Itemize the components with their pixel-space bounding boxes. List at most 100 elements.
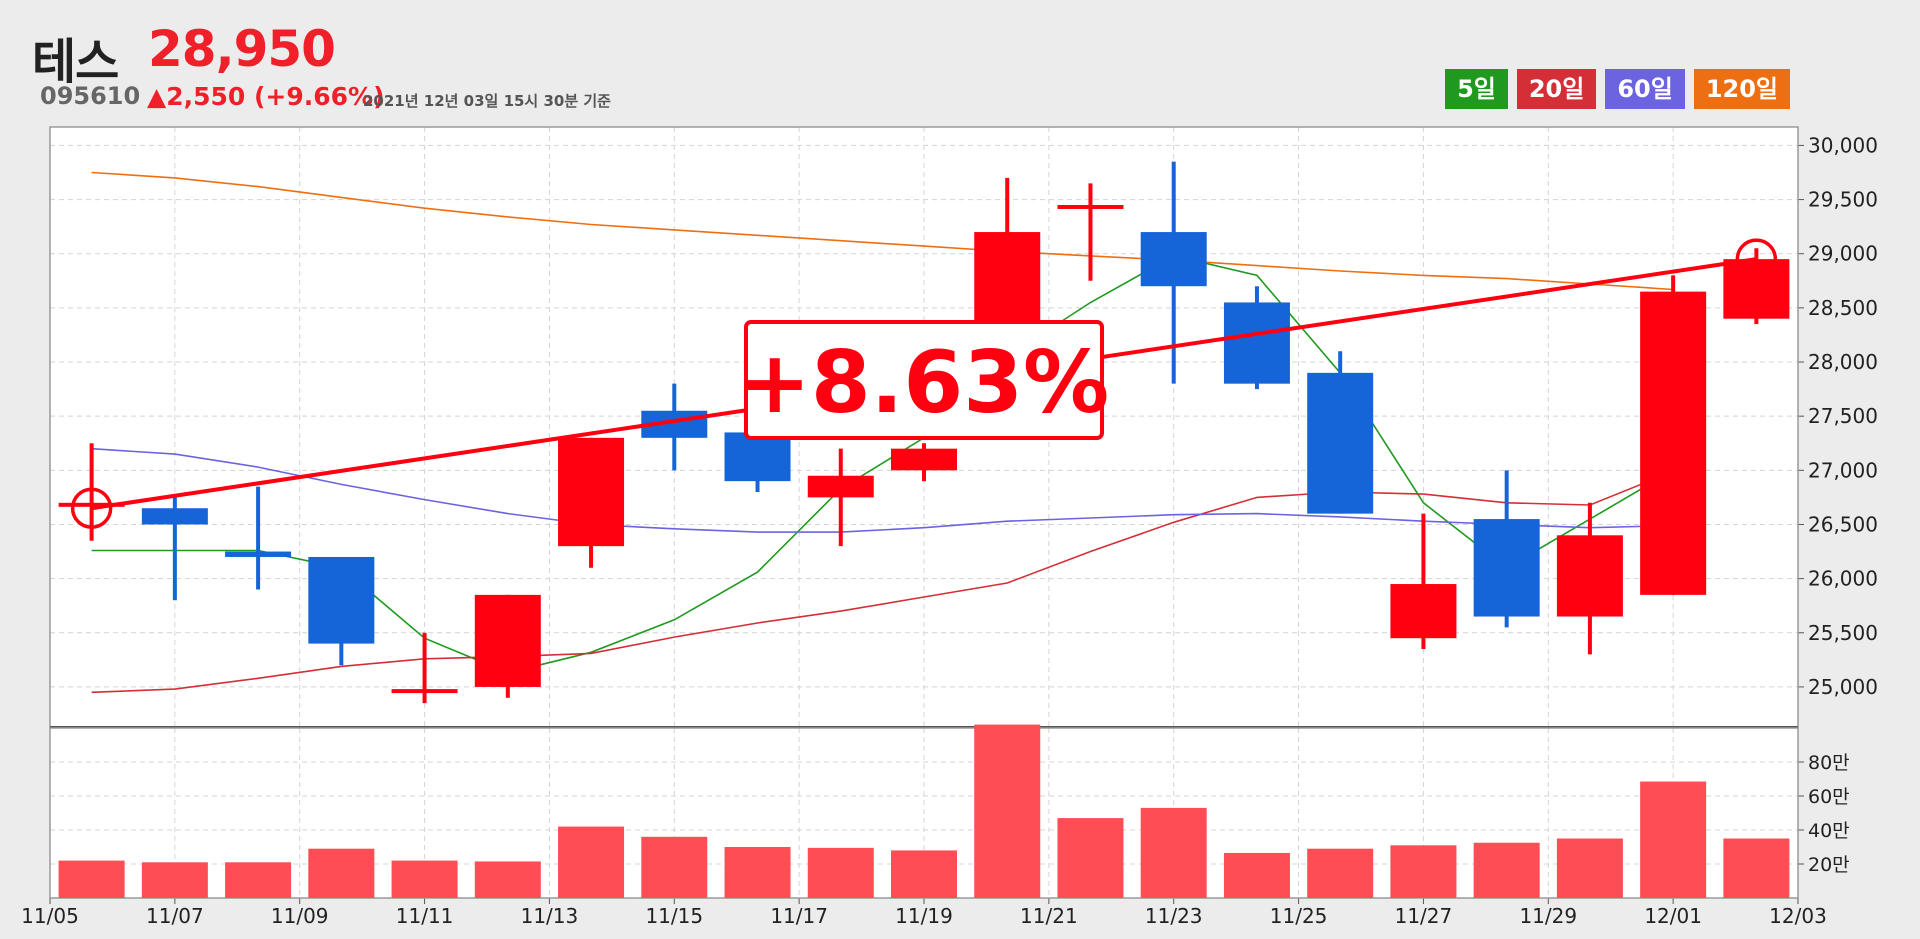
volume-bar bbox=[474, 861, 541, 898]
candle-body bbox=[225, 551, 292, 557]
x-tick-label: 11/17 bbox=[770, 904, 828, 928]
volume-bar bbox=[641, 836, 708, 898]
ma60-toggle[interactable]: 60일 bbox=[1605, 69, 1685, 109]
volume-bar bbox=[1223, 852, 1290, 898]
y-tick-label: 27,500 bbox=[1808, 404, 1878, 428]
trend-end-marker bbox=[1735, 238, 1778, 280]
volume-bar bbox=[391, 860, 458, 898]
moving-average-line bbox=[91, 171, 1674, 291]
x-tick-label: 12/03 bbox=[1769, 904, 1827, 928]
y-tick-label: 29,000 bbox=[1808, 242, 1878, 266]
candle bbox=[1057, 183, 1124, 281]
candle bbox=[391, 632, 458, 704]
volume-bar bbox=[58, 860, 125, 898]
candle-body bbox=[1473, 519, 1540, 617]
candle bbox=[1390, 513, 1457, 650]
x-tick-label: 11/19 bbox=[895, 904, 953, 928]
volume-bar bbox=[308, 848, 375, 898]
moving-average-legend: 5일 20일 60일 120일 bbox=[1445, 69, 1790, 109]
annotation-box bbox=[744, 320, 1104, 440]
volume-tick-label: 40만 bbox=[1808, 820, 1850, 842]
candle bbox=[974, 177, 1041, 330]
volume-bar bbox=[1307, 848, 1374, 898]
y-tick-label: 25,000 bbox=[1808, 675, 1878, 699]
x-tick-label: 11/09 bbox=[271, 904, 329, 928]
candle-body bbox=[58, 502, 125, 507]
ma20-toggle[interactable]: 20일 bbox=[1516, 69, 1597, 109]
candle-body bbox=[1057, 204, 1124, 209]
candle-body bbox=[1140, 232, 1207, 287]
y-tick-label: 28,500 bbox=[1808, 296, 1878, 320]
candle bbox=[308, 556, 375, 666]
ma120-toggle[interactable]: 120일 bbox=[1693, 69, 1790, 109]
stock-header: 테스 28,950 095610 ▲2,550 (+9.66%) 2021년 1… bbox=[0, 0, 1920, 120]
candle-body bbox=[141, 508, 208, 525]
candle bbox=[225, 486, 292, 590]
x-tick-label: 12/01 bbox=[1644, 904, 1702, 928]
candle-body bbox=[891, 448, 957, 471]
change-annotation: +8.63% bbox=[739, 320, 1109, 440]
candle bbox=[1556, 502, 1623, 655]
candle bbox=[1307, 351, 1374, 514]
candle bbox=[1140, 161, 1207, 384]
candle bbox=[474, 594, 541, 698]
x-tick-label: 11/27 bbox=[1395, 904, 1453, 928]
y-tick-label: 28,000 bbox=[1808, 350, 1878, 374]
candle bbox=[724, 432, 791, 492]
candle bbox=[891, 443, 957, 482]
candle-body bbox=[1390, 584, 1457, 639]
y-tick-label: 25,500 bbox=[1808, 621, 1878, 645]
candle-body bbox=[1307, 372, 1374, 514]
volume-tick-label: 60만 bbox=[1808, 786, 1850, 808]
volume-tick-label: 20만 bbox=[1808, 854, 1850, 876]
volume-bar bbox=[1140, 807, 1207, 898]
stock-price: 28,950 bbox=[148, 20, 336, 78]
stock-code: 095610 bbox=[40, 82, 141, 110]
x-tick-label: 11/07 bbox=[146, 904, 204, 928]
candle bbox=[641, 383, 708, 471]
candle-body bbox=[1556, 535, 1623, 617]
volume-bar bbox=[891, 850, 957, 898]
volume-bar bbox=[1640, 781, 1707, 898]
candle bbox=[1223, 286, 1290, 390]
volume-bar bbox=[1723, 838, 1790, 898]
candle-body bbox=[1723, 259, 1790, 319]
candle-body bbox=[1640, 291, 1707, 595]
candle bbox=[558, 437, 625, 568]
candle bbox=[1473, 470, 1540, 628]
x-tick-label: 11/25 bbox=[1270, 904, 1328, 928]
volume-bar bbox=[807, 847, 874, 898]
y-tick-label: 30,000 bbox=[1808, 133, 1878, 157]
y-tick-label: 27,000 bbox=[1808, 458, 1878, 482]
x-tick-label: 11/15 bbox=[645, 904, 703, 928]
candle-body bbox=[391, 689, 458, 694]
volume-bar bbox=[225, 862, 292, 898]
volume-bar bbox=[724, 847, 791, 898]
volume-bar bbox=[1390, 845, 1457, 898]
candle bbox=[1640, 275, 1707, 595]
x-tick-label: 11/21 bbox=[1020, 904, 1078, 928]
volume-bar bbox=[558, 826, 625, 898]
trend-start-marker bbox=[70, 487, 113, 529]
moving-average-line bbox=[91, 470, 1674, 694]
price-change: ▲2,550 (+9.66%) bbox=[147, 82, 385, 111]
candle-body bbox=[724, 432, 791, 482]
candle bbox=[141, 497, 208, 601]
x-tick-label: 11/29 bbox=[1519, 904, 1577, 928]
candle-body bbox=[807, 475, 874, 498]
moving-average-line bbox=[91, 447, 1674, 533]
volume-bar bbox=[1556, 838, 1623, 898]
y-tick-label: 26,000 bbox=[1808, 567, 1878, 591]
volume-bar bbox=[141, 862, 208, 898]
timestamp: 2021년 12년 03일 15시 30분 기준 bbox=[363, 92, 611, 110]
y-tick-label: 29,500 bbox=[1808, 188, 1878, 212]
volume-tick-label: 80만 bbox=[1808, 752, 1850, 774]
volume-bar bbox=[974, 724, 1041, 898]
x-tick-label: 11/11 bbox=[396, 904, 454, 928]
ma5-toggle[interactable]: 5일 bbox=[1445, 69, 1508, 109]
volume-bar bbox=[1057, 818, 1124, 898]
volume-bar bbox=[1473, 842, 1540, 898]
candle-body bbox=[308, 556, 375, 644]
candle bbox=[58, 443, 125, 541]
